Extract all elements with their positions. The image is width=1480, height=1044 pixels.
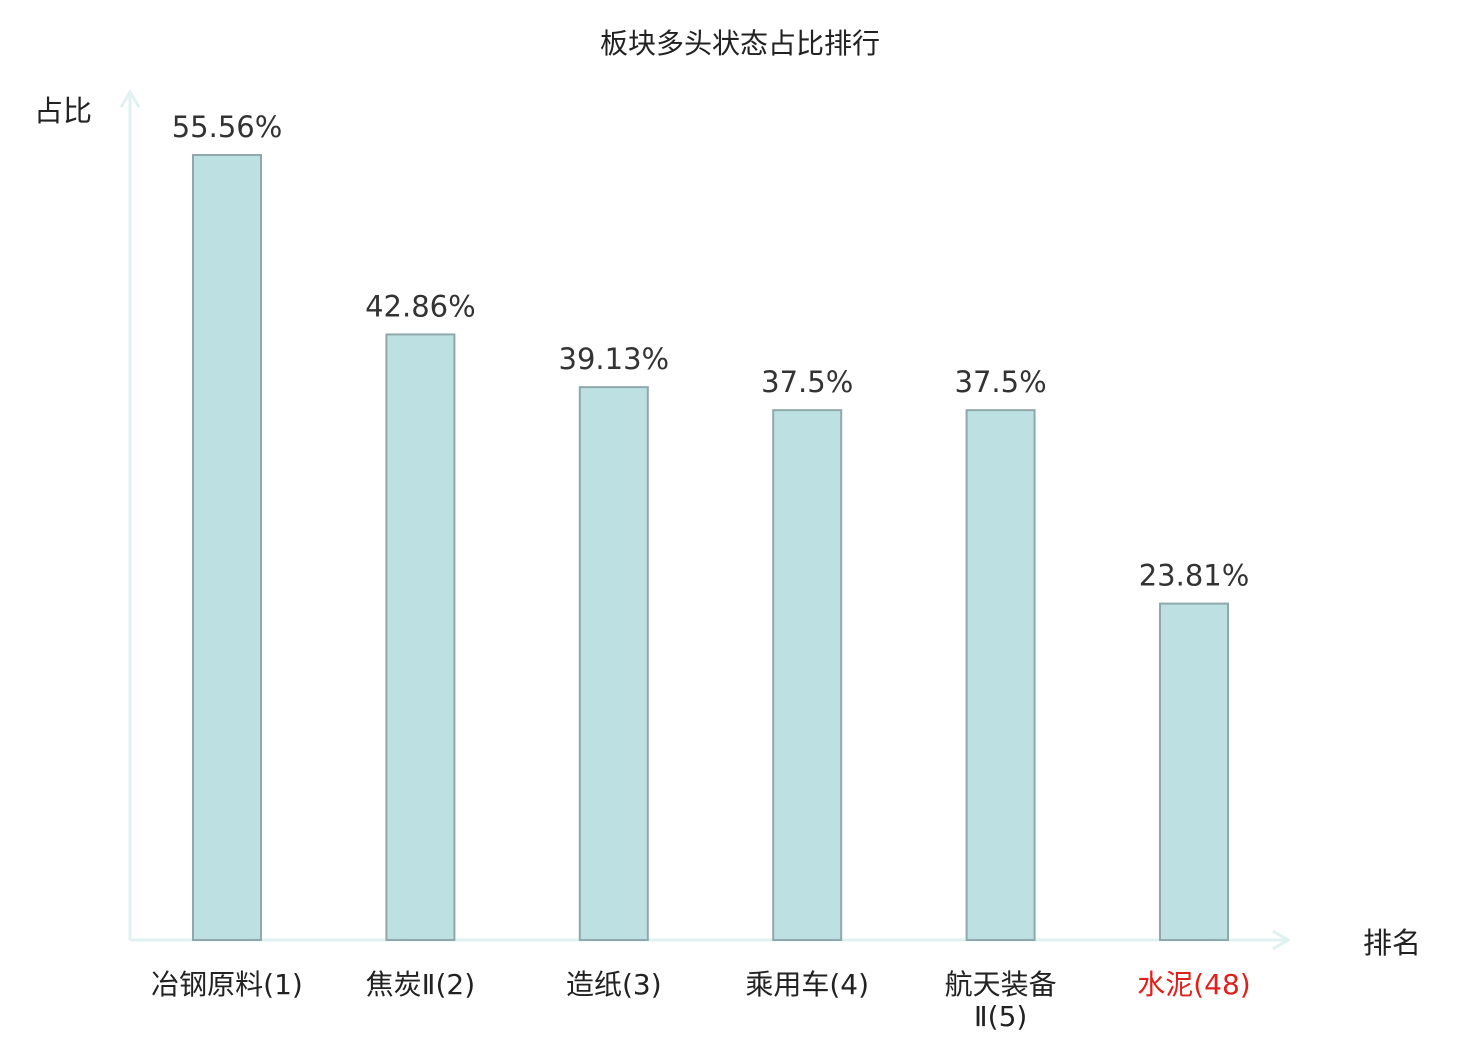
category-label-2: 造纸(3) [566, 968, 662, 1001]
category-label-1: 焦炭Ⅱ(2) [366, 968, 475, 1001]
category-label-3: 乘用车(4) [745, 968, 869, 1001]
value-labels-group: 55.56% 42.86% 39.13% 37.5% 37.5% 23.81% [172, 110, 1250, 593]
value-label-5: 23.81% [1139, 559, 1250, 593]
axes [119, 89, 1291, 951]
bar-4 [965, 409, 1036, 942]
x-axis-label: 排名 [1363, 926, 1421, 960]
bar-3 [772, 409, 843, 942]
bar-5 [1159, 602, 1229, 941]
bar-0 [192, 154, 262, 941]
bar-2 [578, 386, 649, 941]
category-label-4-line-0: 航天装备 [945, 968, 1057, 1001]
category-label-5: 水泥(48) [1137, 968, 1250, 1001]
x-axis-arrow [1272, 929, 1291, 951]
bars-group [192, 154, 1229, 942]
category-label-4-line-1: Ⅱ(5) [974, 1000, 1027, 1033]
value-label-2: 39.13% [559, 342, 670, 376]
bar-1 [385, 333, 456, 941]
y-axis-label: 占比 [34, 94, 92, 128]
y-axis-arrow [119, 89, 141, 108]
value-label-0: 55.56% [172, 110, 283, 144]
category-label-0: 冶钢原料(1) [151, 968, 303, 1001]
value-label-1: 42.86% [365, 289, 476, 323]
value-label-3: 37.5% [761, 365, 853, 399]
chart-title: 板块多头状态占比排行 [600, 27, 880, 60]
value-label-4: 37.5% [955, 365, 1047, 399]
